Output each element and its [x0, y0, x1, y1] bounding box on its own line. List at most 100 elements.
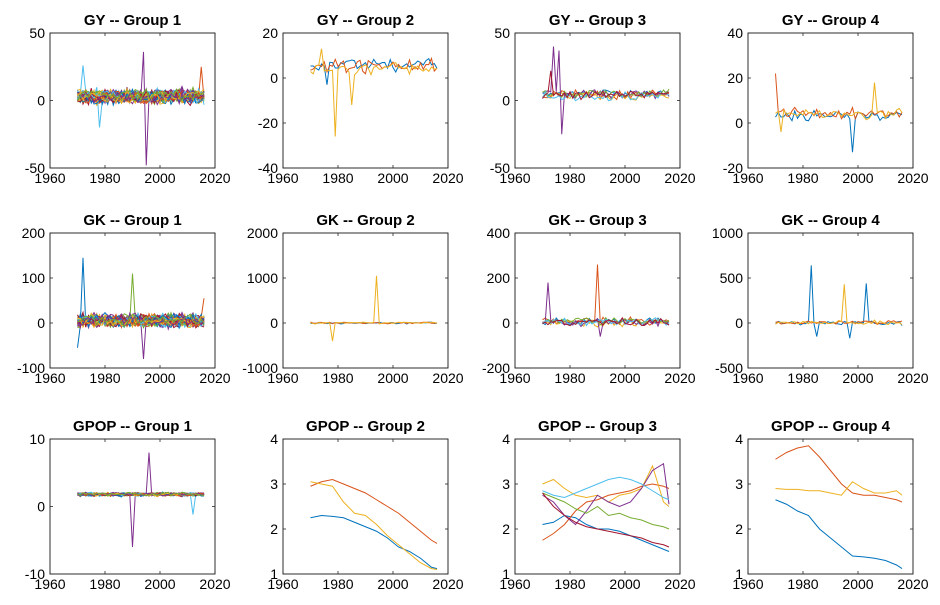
subplot-7: GK -- Group 3 1960 1980 2000 2020 -200 0 200 400 [482, 212, 696, 386]
x-tick-label: 1980 [89, 370, 120, 386]
subplot-6: GK -- Group 2 1960 1980 2000 2020 -1000 0 1000 2… [242, 212, 464, 386]
x-tick-label: 1980 [89, 576, 120, 592]
y-tick-label: 2 [270, 521, 278, 537]
y-tick-label: 50 [29, 25, 45, 41]
x-tick-label: 1980 [554, 576, 585, 592]
y-tick-label: 200 [487, 270, 511, 286]
series-line-3 [775, 481, 903, 496]
plot-area [282, 438, 449, 575]
x-tick-label: 2020 [199, 576, 230, 592]
subplot-title: GK -- Group 1 [83, 212, 181, 229]
series-line-3 [310, 481, 438, 570]
axis-frame [747, 32, 914, 169]
series-group [310, 48, 438, 137]
y-tick-label: -10 [25, 566, 45, 582]
y-tick-label: 0 [502, 315, 510, 331]
y-tick-label: 2 [735, 521, 743, 537]
y-tick-label: 4 [735, 431, 743, 447]
plot-area [49, 438, 216, 575]
x-tick-label: 2020 [664, 170, 695, 186]
series-line-32 [77, 311, 205, 328]
y-tick-label: 0 [37, 499, 45, 515]
series-group [310, 478, 438, 570]
plot-area [514, 232, 681, 369]
subplot-11: GPOP -- Group 3 1960 1980 2000 2020 1 2 3 4 [499, 418, 695, 592]
axis-frame [747, 232, 914, 369]
y-tick-label: 1 [502, 566, 510, 582]
x-tick-label: 1980 [554, 170, 585, 186]
series-line-40 [77, 87, 205, 103]
x-tick-label: 2020 [432, 576, 463, 592]
y-tick-label: 20 [727, 70, 743, 86]
series-line-3 [310, 275, 438, 342]
x-tick-label: 2020 [432, 370, 463, 386]
series-group [77, 257, 205, 360]
x-tick-label: 1980 [787, 170, 818, 186]
y-tick-label: 500 [720, 270, 744, 286]
subplot-3: GY -- Group 3 1960 1980 2000 2020 -50 0 50 [490, 12, 696, 186]
axis-frame [282, 32, 449, 169]
x-tick-label: 1960 [499, 170, 530, 186]
series-line-2 [542, 483, 670, 541]
x-tick-label: 1960 [34, 370, 65, 386]
x-tick-label: 1980 [322, 170, 353, 186]
y-tick-label: 100 [22, 270, 46, 286]
x-tick-label: 2000 [144, 370, 175, 386]
subplot-title: GPOP -- Group 2 [306, 418, 425, 435]
y-tick-label: 0 [502, 93, 510, 109]
y-tick-label: 0 [735, 315, 743, 331]
x-tick-label: 1960 [267, 170, 298, 186]
series-line-6 [542, 317, 670, 327]
series-line-5 [542, 492, 670, 530]
y-tick-label: 3 [270, 476, 278, 492]
y-tick-label: 4 [270, 431, 278, 447]
y-tick-label: 3 [502, 476, 510, 492]
subplot-10: GPOP -- Group 2 1960 1980 2000 2020 1 2 3 4 [267, 418, 463, 592]
series-line-1 [775, 499, 903, 570]
x-tick-label: 2000 [144, 576, 175, 592]
subplot-title: GPOP -- Group 4 [771, 418, 891, 435]
y-tick-label: 0 [37, 93, 45, 109]
series-line-3 [775, 82, 903, 133]
y-tick-label: 50 [494, 25, 510, 41]
y-tick-label: 1000 [247, 270, 278, 286]
y-tick-label: -50 [490, 160, 510, 176]
axis-frame [282, 438, 449, 575]
x-tick-label: 1960 [732, 576, 763, 592]
x-tick-label: 2000 [842, 170, 873, 186]
subplot-4: GY -- Group 4 1960 1980 2000 2020 -20 0 20 40 [723, 12, 929, 186]
subplot-title: GK -- Group 4 [781, 212, 880, 229]
y-tick-label: -100 [17, 360, 45, 376]
x-tick-label: 1980 [322, 576, 353, 592]
x-tick-label: 2000 [842, 576, 873, 592]
y-tick-label: 1 [270, 566, 278, 582]
y-tick-label: 1000 [712, 225, 743, 241]
y-tick-label: -200 [482, 360, 510, 376]
y-tick-label: -500 [715, 360, 743, 376]
y-tick-label: -20 [258, 115, 278, 131]
y-tick-label: 2 [502, 521, 510, 537]
series-line-40 [77, 313, 205, 328]
subplot-title: GK -- Group 2 [316, 212, 414, 229]
x-tick-label: 2020 [199, 370, 230, 386]
subplot-title: GPOP -- Group 3 [538, 418, 657, 435]
plot-area [514, 32, 681, 169]
x-tick-label: 2020 [199, 170, 230, 186]
series-line-2 [775, 73, 903, 121]
plot-area [282, 232, 449, 369]
y-tick-label: 0 [270, 315, 278, 331]
x-tick-label: 1960 [499, 576, 530, 592]
y-tick-label: 3 [735, 476, 743, 492]
subplot-1: GY -- Group 1 1960 1980 2000 2020 -50 0 50 [25, 12, 231, 186]
y-tick-label: 0 [270, 70, 278, 86]
subplot-9: GPOP -- Group 1 1960 1980 2000 2020 -10 0 10 [25, 418, 231, 592]
series-group [775, 265, 903, 339]
y-tick-label: 1 [735, 566, 743, 582]
y-tick-label: -50 [25, 160, 45, 176]
y-tick-label: -40 [258, 160, 278, 176]
y-tick-label: 400 [487, 225, 511, 241]
series-group [310, 275, 438, 342]
series-line-1 [310, 514, 438, 570]
series-line-40 [77, 491, 205, 497]
